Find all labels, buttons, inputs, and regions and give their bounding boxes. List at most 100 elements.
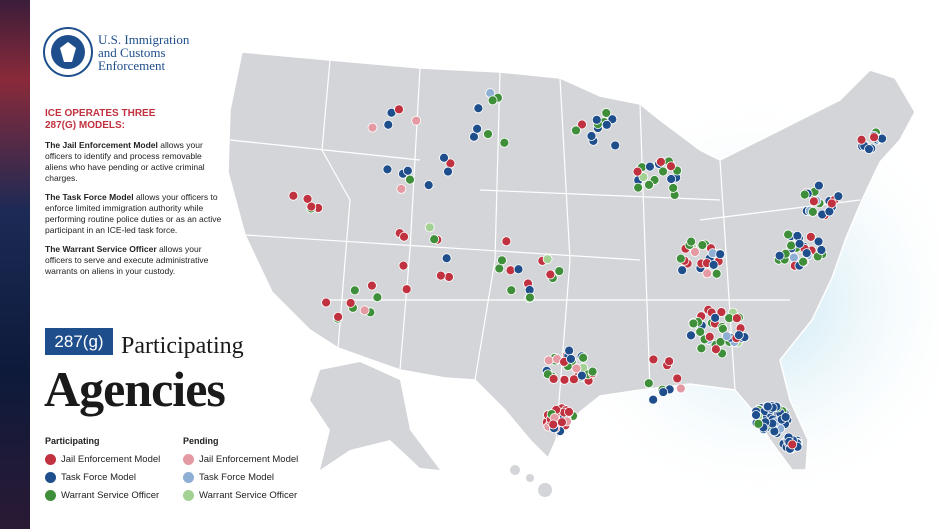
- agency-marker: [695, 326, 706, 337]
- agency-marker: [807, 207, 818, 217]
- agency-marker: [783, 229, 794, 240]
- agency-marker: [788, 252, 799, 263]
- agency-marker: [383, 119, 394, 130]
- agency-marker: [658, 387, 669, 397]
- legend-label: Warrant Service Officer: [199, 490, 298, 501]
- model-text: allows your officers to identify and pro…: [45, 140, 205, 183]
- agency-marker: [439, 152, 449, 163]
- agency-marker: [798, 256, 809, 267]
- title-line: Participating: [121, 333, 244, 359]
- legend-title: Participating: [45, 436, 100, 446]
- agency-marker: [543, 355, 554, 366]
- agency-marker: [715, 249, 726, 260]
- agency-marker: [372, 292, 383, 303]
- agency-marker: [345, 298, 356, 308]
- agency-marker: [405, 174, 415, 185]
- agency-marker: [591, 114, 602, 125]
- agency-markers: [288, 88, 888, 454]
- agency-marker: [435, 270, 446, 281]
- agency-marker: [753, 418, 764, 429]
- title-main: Agencies: [44, 361, 226, 417]
- agency-marker: [557, 417, 567, 428]
- agency-marker: [565, 354, 576, 364]
- intro-heading: ICE OPERATES THREE 287(G) MODELS:: [45, 108, 156, 131]
- agency-marker: [813, 236, 824, 247]
- agency-marker: [349, 285, 360, 296]
- agency-marker: [633, 182, 644, 193]
- title-badge: 287(g): [45, 328, 113, 355]
- legend-label: Task Force Model: [61, 472, 136, 483]
- agency-marker: [548, 374, 559, 384]
- agency-marker: [398, 260, 409, 271]
- agency-marker: [716, 307, 727, 317]
- agency-marker: [564, 345, 575, 356]
- agency-marker: [696, 343, 707, 354]
- logo-line: U.S. Immigration: [98, 32, 190, 47]
- agency-marker: [704, 331, 715, 342]
- agency-marker: [677, 265, 688, 276]
- agency-marker: [441, 253, 452, 264]
- legend-title: Pending: [183, 436, 219, 446]
- legend-swatch: [183, 490, 194, 501]
- side-strip: [0, 0, 30, 529]
- legend-label: Warrant Service Officer: [61, 490, 160, 501]
- agency-marker: [601, 108, 612, 118]
- agency-marker: [864, 144, 874, 155]
- agency-marker: [288, 190, 299, 201]
- agency-marker: [429, 234, 440, 245]
- legend-swatch: [45, 454, 56, 465]
- agency-marker: [688, 318, 699, 329]
- agency-marker: [675, 253, 686, 264]
- model-text: allows your officers to enforce limited …: [45, 192, 222, 235]
- logo-line: and Customs: [98, 45, 166, 60]
- agency-marker: [762, 401, 773, 412]
- agency-marker: [571, 363, 582, 374]
- agency-marker: [794, 238, 805, 249]
- agency-marker: [483, 129, 493, 139]
- alaska: [310, 362, 440, 470]
- agency-marker: [645, 161, 655, 172]
- agency-marker: [686, 330, 696, 341]
- legend-swatch: [183, 454, 194, 465]
- model-desc: The Warrant Service Officer allows your …: [45, 244, 225, 277]
- agency-marker: [302, 193, 313, 204]
- agency-marker: [321, 297, 331, 308]
- agency-marker: [610, 140, 621, 151]
- agency-marker: [423, 180, 434, 191]
- agency-marker: [578, 352, 589, 363]
- agency-marker: [411, 115, 422, 126]
- agency-marker: [443, 166, 453, 177]
- agency-marker: [506, 285, 517, 296]
- agency-marker: [702, 268, 713, 279]
- agency-marker: [472, 123, 483, 134]
- agency-marker: [525, 292, 535, 303]
- agency-marker: [672, 373, 683, 384]
- agency-marker: [505, 265, 516, 276]
- agency-marker: [664, 356, 675, 367]
- agency-marker: [359, 305, 370, 316]
- agency-marker: [733, 330, 744, 341]
- agency-marker: [571, 125, 581, 136]
- agency-marker: [497, 255, 507, 266]
- agency-marker: [805, 231, 816, 242]
- state-borders: [229, 59, 861, 441]
- legend-swatch: [45, 472, 56, 483]
- agency-marker: [780, 412, 791, 422]
- agency-marker: [545, 269, 556, 280]
- agency-marker: [367, 280, 377, 291]
- agency-marker: [808, 196, 819, 207]
- agency-marker: [786, 240, 797, 251]
- agency-marker: [576, 370, 587, 381]
- agency-marker: [675, 383, 686, 394]
- agency-marker: [711, 268, 722, 279]
- model-name: The Warrant Service Officer: [45, 244, 157, 254]
- agency-marker: [648, 354, 659, 365]
- agency-marker: [690, 247, 700, 257]
- agency-marker: [686, 236, 697, 247]
- agency-marker: [833, 191, 844, 202]
- legend-label: Jail Enforcement Model: [61, 454, 161, 465]
- model-name: The Task Force Model: [45, 192, 134, 202]
- agency-marker: [499, 137, 510, 148]
- agency-marker: [601, 119, 612, 130]
